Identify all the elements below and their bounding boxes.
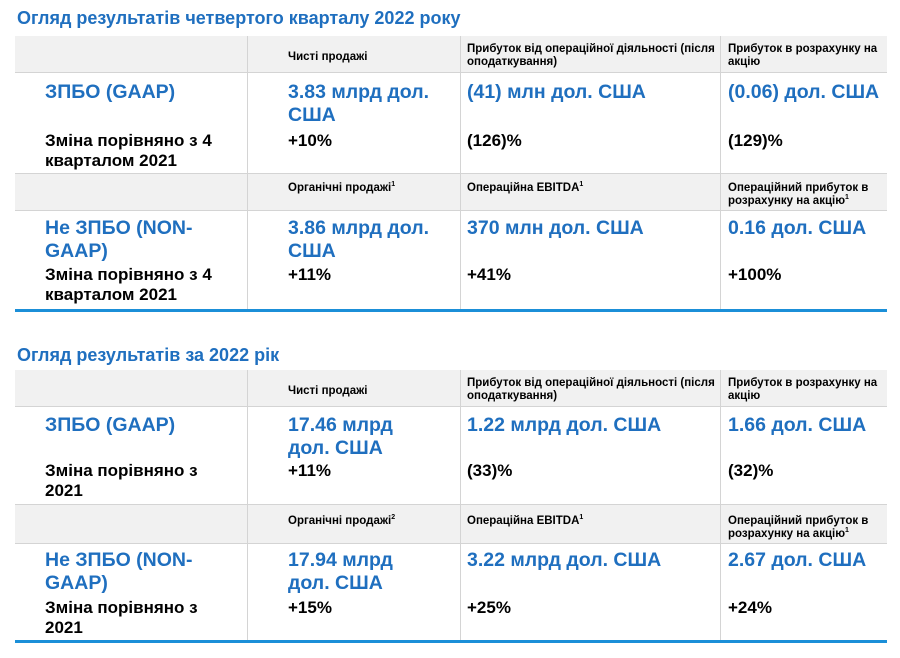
divider bbox=[15, 210, 887, 211]
value-net-sales: 3.83 млрд дол. США bbox=[288, 81, 430, 126]
header-operating-eps: Операційний прибуток в розрахунку на акц… bbox=[728, 515, 869, 540]
table-bottom-rule bbox=[15, 640, 887, 643]
value-operating-eps: 2.67 дол. США bbox=[728, 549, 867, 571]
header-operating-ebitda: Операційна EBITDA1 bbox=[467, 181, 584, 194]
value-eps: 1.66 дол. США bbox=[728, 414, 867, 436]
change-operating-ebitda: +41% bbox=[467, 265, 511, 284]
header-operating-income: Прибуток від операційної діяльності (піс… bbox=[467, 43, 715, 68]
divider bbox=[15, 173, 887, 174]
value-net-sales: 17.46 млрд дол. США bbox=[288, 414, 393, 459]
value-organic-sales: 17.94 млрд дол. США bbox=[288, 549, 393, 594]
fy-results-table: Чисті продажі Прибуток від операційної д… bbox=[15, 370, 887, 646]
value-operating-ebitda: 3.22 млрд дол. США bbox=[467, 549, 662, 571]
change-organic-sales: +11% bbox=[288, 265, 332, 284]
header-net-sales: Чисті продажі bbox=[288, 51, 368, 63]
change-operating-eps: +100% bbox=[728, 265, 782, 284]
header-operating-income: Прибуток від операційної діяльності (піс… bbox=[467, 377, 715, 402]
change-organic-sales: +15% bbox=[288, 598, 332, 617]
value-operating-eps: 0.16 дол. США bbox=[728, 217, 867, 239]
divider bbox=[15, 406, 887, 407]
header-organic-sales: Органічні продажі2 bbox=[288, 514, 396, 527]
header-operating-eps: Операційний прибуток в розрахунку на акц… bbox=[728, 182, 869, 207]
q4-title: Огляд результатів четвертого кварталу 20… bbox=[17, 8, 461, 28]
header-eps: Прибуток в розрахунку на акцію bbox=[728, 43, 878, 68]
change-net-sales: +11% bbox=[288, 461, 332, 480]
change-net-sales: +10% bbox=[288, 131, 332, 150]
value-operating-income: 1.22 млрд дол. США bbox=[467, 414, 662, 436]
divider bbox=[247, 36, 248, 309]
divider bbox=[720, 36, 721, 309]
header-net-sales: Чисті продажі bbox=[288, 385, 368, 397]
fy-title: Огляд результатів за 2022 рік bbox=[17, 345, 280, 365]
fy-gaap-header-row bbox=[15, 370, 887, 406]
table-bottom-rule bbox=[15, 309, 887, 312]
change-eps: (32)% bbox=[728, 461, 774, 480]
header-eps: Прибуток в розрахунку на акцію bbox=[728, 377, 878, 402]
divider bbox=[15, 72, 887, 73]
divider bbox=[720, 370, 721, 643]
fy-nongaap-header-row bbox=[15, 505, 887, 543]
value-organic-sales: 3.86 млрд дол. США bbox=[288, 217, 430, 262]
row-label-gaap: ЗПБО (GAAP) bbox=[45, 81, 176, 103]
row-label-gaap: ЗПБО (GAAP) bbox=[45, 414, 176, 436]
divider bbox=[460, 370, 461, 643]
change-eps: (129)% bbox=[728, 131, 783, 150]
change-operating-eps: +24% bbox=[728, 598, 772, 617]
divider bbox=[460, 36, 461, 309]
change-operating-income: (126)% bbox=[467, 131, 522, 150]
divider bbox=[15, 543, 887, 544]
q4-nongaap-header-row bbox=[15, 174, 887, 210]
header-operating-ebitda: Операційна EBITDA1 bbox=[467, 514, 584, 527]
value-operating-ebitda: 370 млн дол. США bbox=[467, 217, 644, 239]
value-eps: (0.06) дол. США bbox=[728, 81, 880, 103]
change-label: Зміна порівняно з 2021 bbox=[45, 598, 198, 637]
q4-gaap-header-row bbox=[15, 36, 887, 72]
change-label: Зміна порівняно з 2021 bbox=[45, 461, 198, 500]
divider bbox=[15, 504, 887, 505]
row-label-nongaap: Не ЗПБО (NON-GAAP) bbox=[45, 549, 193, 594]
change-operating-income: (33)% bbox=[467, 461, 513, 480]
change-operating-ebitda: +25% bbox=[467, 598, 511, 617]
q4-results-table: Чисті продажі Прибуток від операційної д… bbox=[15, 36, 887, 312]
value-operating-income: (41) млн дол. США bbox=[467, 81, 646, 103]
divider bbox=[247, 370, 248, 643]
change-label: Зміна порівняно з 4 кварталом 2021 bbox=[45, 131, 212, 170]
row-label-nongaap: Не ЗПБО (NON-GAAP) bbox=[45, 217, 193, 262]
header-organic-sales: Органічні продажі1 bbox=[288, 181, 396, 194]
change-label: Зміна порівняно з 4 кварталом 2021 bbox=[45, 265, 212, 304]
